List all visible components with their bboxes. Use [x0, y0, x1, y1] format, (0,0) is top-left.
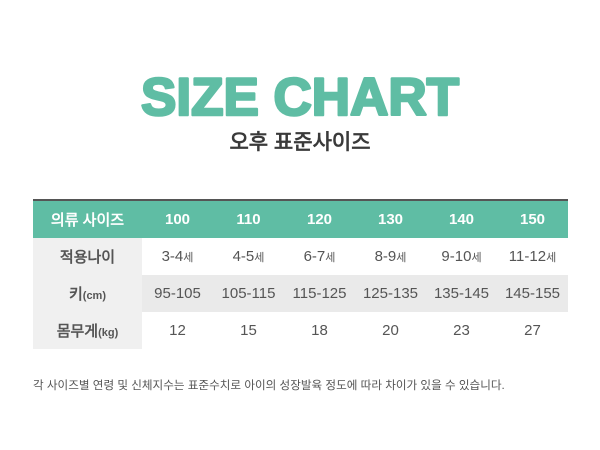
svg-text:SIZE CHART: SIZE CHART — [141, 68, 459, 127]
